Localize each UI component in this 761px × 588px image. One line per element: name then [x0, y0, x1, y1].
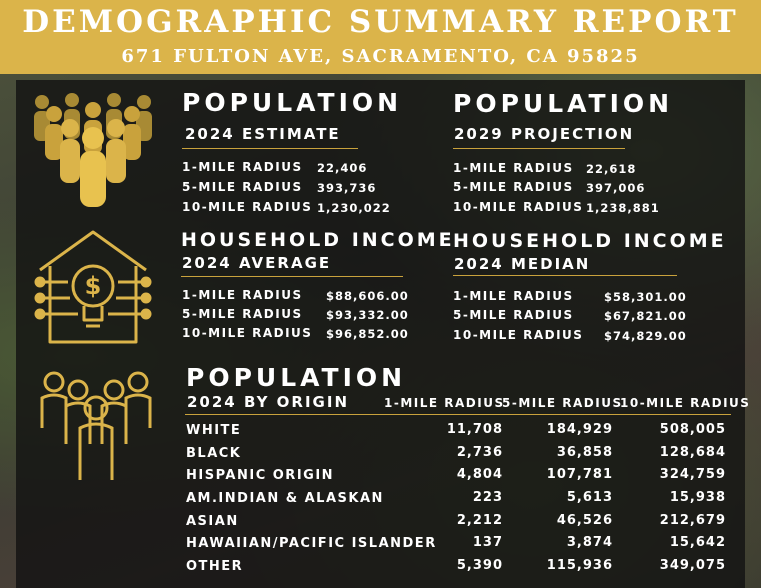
- origin-value-10mi: 349,075: [659, 558, 726, 573]
- origin-value-5mi: 36,858: [556, 445, 613, 460]
- pop2029-row-value: 397,006: [586, 181, 646, 195]
- origin-value-10mi: 212,679: [659, 513, 726, 528]
- origin-value-5mi: 184,929: [546, 422, 613, 437]
- income-avg-row-value: $93,332.00: [326, 308, 409, 322]
- origin-value-1mi: 2,212: [456, 513, 503, 528]
- origin-value-5mi: 115,936: [546, 558, 613, 573]
- income-avg-row-label: 5-MILE RADIUS: [182, 307, 303, 321]
- report-header: DEMOGRAPHIC SUMMARY REPORT 671 FULTON AV…: [0, 0, 761, 74]
- income-median-row-value: $74,829.00: [604, 329, 687, 343]
- pop2024-underline: [182, 148, 358, 149]
- income-avg-title: HOUSEHOLD INCOME: [181, 229, 455, 251]
- pop2029-row-label: 1-MILE RADIUS: [453, 161, 574, 175]
- pop2024-title: POPULATION: [182, 88, 403, 117]
- origin-row-label: ASIAN: [186, 514, 239, 529]
- pop2029-row-label: 5-MILE RADIUS: [453, 180, 574, 194]
- origin-row-label: OTHER: [186, 559, 244, 574]
- origin-value-5mi: 5,613: [566, 490, 613, 505]
- pop2029-subtitle: 2029 PROJECTION: [454, 125, 635, 143]
- income-median-row-label: 10-MILE RADIUS: [453, 328, 584, 342]
- origin-value-10mi: 324,759: [659, 467, 726, 482]
- income-median-underline: [453, 275, 677, 276]
- income-median-row-value: $58,301.00: [604, 290, 687, 304]
- pop2024-row-label: 5-MILE RADIUS: [182, 180, 303, 194]
- svg-text:$: $: [85, 272, 102, 300]
- origin-col-header: 1-MILE RADIUS: [384, 396, 505, 410]
- origin-row-label: AM.INDIAN & ALASKAN: [186, 491, 384, 506]
- report-title: DEMOGRAPHIC SUMMARY REPORT: [22, 4, 739, 40]
- origin-table-underline: [185, 414, 731, 415]
- crowd-icon: [34, 93, 152, 207]
- origin-row-label: BLACK: [186, 446, 242, 461]
- origin-value-1mi: 4,804: [456, 467, 503, 482]
- pop2029-row-label: 10-MILE RADIUS: [453, 200, 584, 214]
- pop2029-row-value: 22,618: [586, 162, 637, 176]
- origin-value-1mi: 223: [472, 490, 503, 505]
- origin-value-5mi: 46,526: [556, 513, 613, 528]
- origin-title: POPULATION: [186, 363, 407, 392]
- pop2029-row-value: 1,238,881: [586, 201, 660, 215]
- income-avg-row-label: 1-MILE RADIUS: [182, 288, 303, 302]
- origin-row-label: HAWAIIAN/PACIFIC ISLANDER: [186, 536, 437, 551]
- income-median-row-value: $67,821.00: [604, 309, 687, 323]
- income-median-row-label: 5-MILE RADIUS: [453, 308, 574, 322]
- origin-row-label: HISPANIC ORIGIN: [186, 468, 335, 483]
- income-avg-row-value: $96,852.00: [326, 327, 409, 341]
- income-median-title: HOUSEHOLD INCOME: [453, 230, 727, 252]
- origin-value-1mi: 11,708: [446, 422, 503, 437]
- income-avg-row-value: $88,606.00: [326, 289, 409, 303]
- origin-value-1mi: 137: [472, 535, 503, 550]
- origin-value-5mi: 107,781: [546, 467, 613, 482]
- origin-value-1mi: 2,736: [456, 445, 503, 460]
- origin-col-header: 10-MILE RADIUS: [620, 396, 751, 410]
- origin-value-10mi: 15,642: [669, 535, 726, 550]
- origin-value-10mi: 15,938: [669, 490, 726, 505]
- origin-value-1mi: 5,390: [456, 558, 503, 573]
- group-people-icon: [40, 371, 152, 480]
- property-address: 671 FULTON AVE, SACRAMENTO, CA 95825: [121, 46, 640, 67]
- pop2024-subtitle: 2024 ESTIMATE: [185, 125, 341, 143]
- pop2024-row-label: 1-MILE RADIUS: [182, 160, 303, 174]
- house-lightbulb-dollar-icon: $: [34, 230, 152, 344]
- pop2024-row-label: 10-MILE RADIUS: [182, 200, 313, 214]
- origin-row-label: WHITE: [186, 423, 242, 438]
- income-avg-row-label: 10-MILE RADIUS: [182, 326, 313, 340]
- origin-value-5mi: 3,874: [566, 535, 613, 550]
- origin-col-header: 5-MILE RADIUS: [502, 396, 623, 410]
- pop2024-row-value: 393,736: [317, 181, 377, 195]
- income-median-subtitle: 2024 MEDIAN: [454, 255, 591, 273]
- pop2029-underline: [453, 148, 625, 149]
- origin-value-10mi: 508,005: [659, 422, 726, 437]
- origin-value-10mi: 128,684: [659, 445, 726, 460]
- pop2024-row-value: 22,406: [317, 161, 368, 175]
- income-avg-underline: [181, 276, 403, 277]
- income-avg-subtitle: 2024 AVERAGE: [182, 254, 332, 272]
- pop2024-row-value: 1,230,022: [317, 201, 391, 215]
- pop2029-title: POPULATION: [453, 89, 674, 118]
- income-median-row-label: 1-MILE RADIUS: [453, 289, 574, 303]
- origin-subtitle: 2024 BY ORIGIN: [187, 393, 349, 411]
